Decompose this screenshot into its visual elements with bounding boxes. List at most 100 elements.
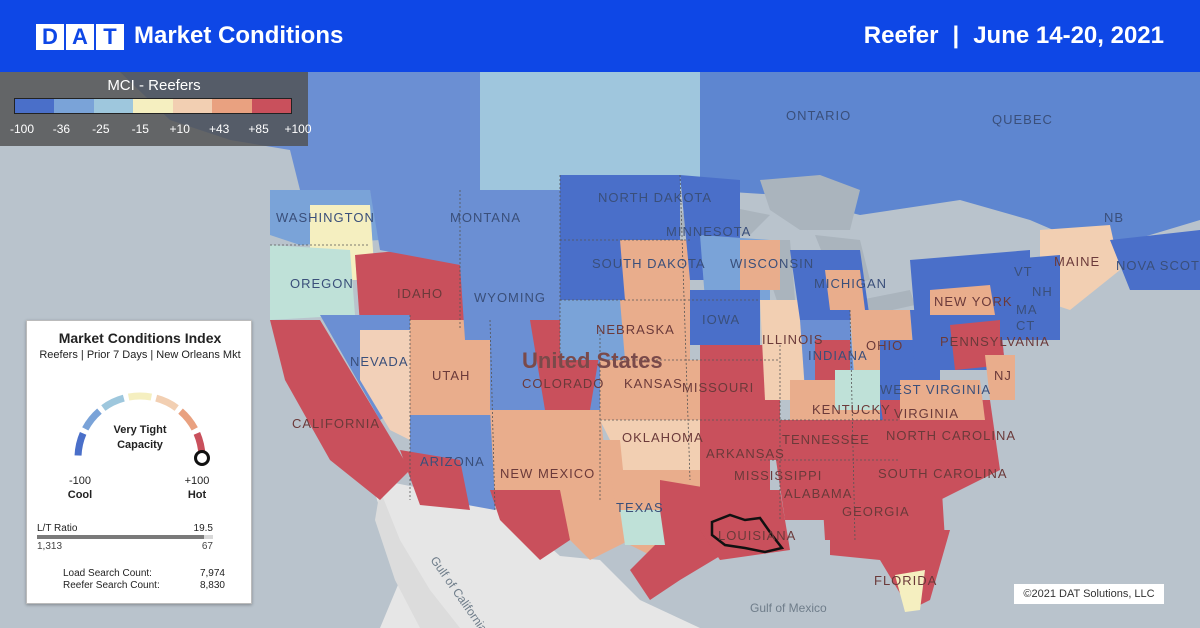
logo-letter-a: A (66, 24, 94, 50)
baja-land (375, 490, 460, 628)
label-north-dakota-1: NORTH DAKOTA (598, 190, 712, 205)
segment-label: Reefer (863, 22, 939, 49)
region-illinois (760, 300, 805, 400)
date-range: June 14-20, 2021 (973, 22, 1164, 49)
label-oregon: OREGON (290, 276, 354, 291)
lake-erie (860, 290, 915, 315)
lt-loads: 1,313 (37, 541, 63, 552)
region-iowa (690, 290, 760, 345)
mci-legend: MCI - Reefers -100 -36 -25 -15 +10 +43 +… (0, 72, 312, 146)
label-idaho: IDAHO (397, 286, 443, 301)
region-carolinas (880, 400, 1000, 500)
label-michigan: MICHIGAN (814, 276, 887, 291)
legend-swatch (93, 99, 134, 113)
page-title: Market Conditions (134, 22, 344, 49)
label-louisiana: LOUISIANA (718, 528, 796, 543)
legend-color-bar (14, 98, 292, 114)
label-nevada: NEVADA (350, 354, 409, 369)
label-iowa: IOWA (702, 312, 740, 327)
label-montana: MONTANA (450, 210, 521, 225)
region-nv-south (360, 330, 410, 440)
label-country: United States (522, 348, 663, 373)
market-map[interactable]: United States WASHINGTON OREGON CALIFORN… (0, 72, 1200, 628)
label-maine: MAINE (1054, 254, 1100, 269)
label-colorado: COLORADO (522, 376, 604, 391)
label-north-carolina: NORTH CAROLINA (886, 428, 1016, 443)
label-south-carolina: SOUTH CAROLINA (878, 466, 1008, 481)
label-ohio: OHIO (866, 338, 903, 353)
region-virginia (900, 380, 985, 420)
label-minnesota: MINNESOTA (666, 224, 751, 239)
label-nova-scotia: NOVA SCOTIA (1116, 258, 1200, 273)
region-missouri (700, 345, 780, 420)
label-california: CALIFORNIA (292, 416, 380, 431)
label-west-virginia: WEST VIRGINIA (880, 382, 991, 397)
legend-swatch (15, 99, 55, 113)
logo-letter-t: T (96, 24, 124, 50)
lt-ratio-bar-fill (37, 535, 205, 539)
legend-tick: +43 (208, 122, 230, 136)
dat-logo: D A T (36, 24, 124, 50)
gauge-segment (155, 394, 179, 411)
label-ontario: ONTARIO (786, 108, 851, 123)
label-kentucky: KENTUCKY (812, 402, 891, 417)
label-nebraska: NEBRASKA (596, 322, 675, 337)
label-wisconsin: WISCONSIN (730, 256, 814, 271)
lt-ratio-value: 19.5 (193, 523, 213, 534)
gauge-segment (178, 408, 198, 431)
region-ny-hot (930, 285, 995, 315)
legend-swatch (133, 99, 173, 113)
region-fl-south (895, 570, 925, 612)
reefer-search-label: Reefer Search Count: (63, 580, 160, 591)
label-indiana: INDIANA (808, 348, 868, 363)
gauge-status: Very Tight Capacity (105, 423, 175, 453)
region-montana (370, 190, 560, 265)
region-ne-east (620, 300, 690, 360)
gauge-min: -100 (68, 475, 92, 487)
gauge-cool-label: Cool (67, 489, 93, 501)
region-new-england (1000, 255, 1060, 340)
legend-ticks: -100 -36 -25 -15 +10 +43 +85 +100 (0, 122, 312, 138)
label-south-dakota: SOUTH DAKOTA (592, 256, 706, 271)
label-oklahoma: OKLAHOMA (622, 430, 704, 445)
region-ky-cool (835, 370, 880, 410)
region-sd-east (620, 240, 690, 300)
card-title: Market Conditions Index (58, 330, 222, 346)
header-bar: D A T Market Conditions Reefer | June 14… (0, 0, 1200, 72)
label-illinois: ILLINOIS (762, 332, 823, 347)
label-washington: WASHINGTON (276, 210, 375, 225)
gauge-segment (82, 408, 102, 431)
card-subtitle: Reefers | Prior 7 Days | New Orleans Mkt (39, 349, 241, 361)
lt-trucks: 67 (201, 541, 213, 552)
region-arkansas (700, 420, 770, 490)
legend-swatch (251, 99, 291, 113)
label-mississippi: MISSISSIPPI (734, 468, 822, 483)
legend-swatch (54, 99, 94, 113)
label-new-mexico: NEW MEXICO (500, 466, 595, 481)
label-pennsylvania: PENNSYLVANIA (940, 334, 1050, 349)
label-alabama: ALABAMA (784, 486, 852, 501)
gauge-max: +100 (184, 475, 210, 487)
header-meta: Reefer | June 14-20, 2021 (864, 22, 1164, 50)
label-virginia: VIRGINIA (894, 406, 959, 421)
legend-tick: +10 (169, 122, 190, 136)
legend-tick: -15 (131, 122, 149, 136)
gauge-segment (127, 392, 153, 401)
gauge-hot-label: Hot (187, 489, 207, 501)
legend-swatch (172, 99, 213, 113)
legend-title: MCI - Reefers (107, 77, 201, 94)
map-svg: United States WASHINGTON OREGON CALIFORN… (0, 72, 1200, 628)
region-california-n (270, 320, 410, 500)
region-oregon (270, 245, 355, 320)
region-texas-sw (490, 490, 570, 560)
label-florida: FLORIDA (874, 573, 937, 588)
label-vt: VT (1014, 264, 1033, 279)
logo-letter-d: D (36, 24, 64, 50)
label-tennessee: TENNESSEE (782, 432, 870, 447)
label-missouri: MISSOURI (682, 380, 754, 395)
nova-scotia-region (1110, 230, 1200, 290)
label-ma: MA (1016, 302, 1038, 317)
gauge-needle-knob (194, 450, 210, 466)
ontario-lakes (760, 175, 860, 230)
load-search-value: 7,974 (199, 568, 225, 579)
